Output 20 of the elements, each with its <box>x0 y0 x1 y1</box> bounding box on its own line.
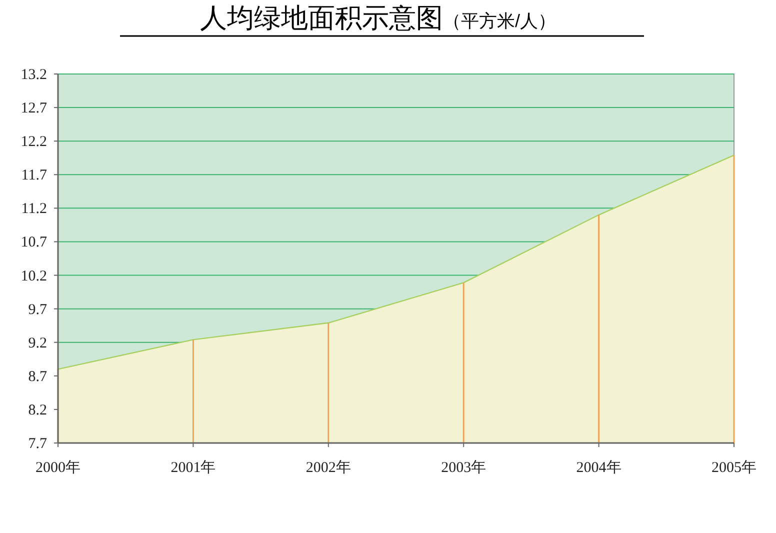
x-tick-label: 2000年 <box>36 459 80 476</box>
chart-title: 人均绿地面积示意图 <box>200 3 443 33</box>
x-tick-label: 2004年 <box>576 459 622 476</box>
y-tick-label: 7.7 <box>28 436 48 452</box>
y-tick-label: 9.7 <box>28 302 48 318</box>
x-tick-label: 2005年 <box>712 459 756 476</box>
y-tick-label: 8.2 <box>28 402 47 418</box>
y-tick-label: 13.2 <box>20 67 47 83</box>
y-tick-label: 10.7 <box>20 234 48 251</box>
y-tick-label: 9.2 <box>28 335 47 352</box>
y-tick-label: 10.2 <box>20 268 47 284</box>
y-tick-label: 11.2 <box>21 201 47 218</box>
chart-subtitle: （平方米/人） <box>442 11 556 31</box>
y-tick-label: 11.7 <box>21 168 48 184</box>
x-tick-label: 2003年 <box>441 459 486 476</box>
y-tick-label: 12.7 <box>20 100 48 117</box>
x-tick-label: 2002年 <box>306 459 351 476</box>
y-tick-label: 12.2 <box>20 134 47 150</box>
x-tick-label: 2001年 <box>170 459 216 476</box>
y-tick-label: 8.7 <box>28 368 48 385</box>
